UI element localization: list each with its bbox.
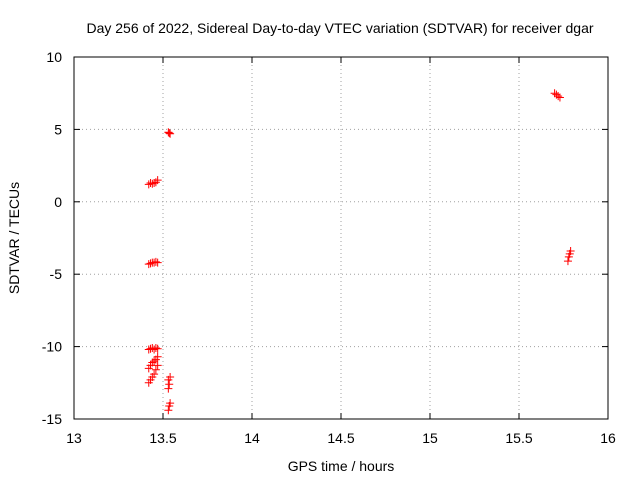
data-point xyxy=(166,373,175,382)
axis-ticks: 13 13.5 14 14.5 15 15.5 16 -15 -10 -5 0 5 10 xyxy=(42,49,616,446)
y-tick-label: 0 xyxy=(54,194,62,210)
y-tick-label: -5 xyxy=(50,266,63,282)
data-point xyxy=(555,93,564,102)
x-tick-label: 13 xyxy=(66,430,82,446)
data-point xyxy=(153,258,162,267)
x-tick-label: 14 xyxy=(244,430,260,446)
data-point xyxy=(164,384,173,393)
data-points xyxy=(144,89,575,415)
data-point xyxy=(166,129,175,138)
data-point xyxy=(153,361,162,370)
data-point xyxy=(164,406,173,415)
data-point xyxy=(150,345,159,354)
x-tick-label: 13.5 xyxy=(149,430,176,446)
x-axis-label: GPS time / hours xyxy=(288,458,395,474)
y-axis-label: SDTVAR / TECUs xyxy=(6,182,22,294)
y-tick-label: -15 xyxy=(42,411,62,427)
data-point xyxy=(153,344,162,353)
data-point xyxy=(144,180,153,189)
data-point xyxy=(165,129,174,138)
data-point xyxy=(151,257,160,266)
data-point xyxy=(563,257,572,266)
data-point xyxy=(146,344,155,353)
chart-title: Day 256 of 2022, Sidereal Day-to-day VTE… xyxy=(86,20,593,36)
data-point xyxy=(148,179,157,188)
data-point xyxy=(153,352,162,361)
data-point xyxy=(150,357,159,366)
data-point xyxy=(153,176,162,185)
data-point xyxy=(564,252,573,261)
y-tick-label: 5 xyxy=(54,121,62,137)
data-point xyxy=(144,260,153,269)
data-point xyxy=(165,401,174,410)
x-tick-label: 16 xyxy=(600,430,616,446)
x-tick-label: 15 xyxy=(422,430,438,446)
x-tick-label: 14.5 xyxy=(327,430,354,446)
y-tick-label: -10 xyxy=(42,339,62,355)
y-tick-label: 10 xyxy=(46,49,62,65)
data-point xyxy=(146,259,155,268)
x-tick-label: 15.5 xyxy=(505,430,532,446)
data-point xyxy=(165,380,174,389)
data-point xyxy=(554,92,563,101)
data-point xyxy=(151,178,160,187)
grid-lines xyxy=(74,57,608,419)
series-dgar xyxy=(144,89,575,415)
data-point xyxy=(151,344,160,353)
data-point xyxy=(150,370,159,379)
data-point xyxy=(151,365,160,374)
data-point xyxy=(164,128,173,137)
